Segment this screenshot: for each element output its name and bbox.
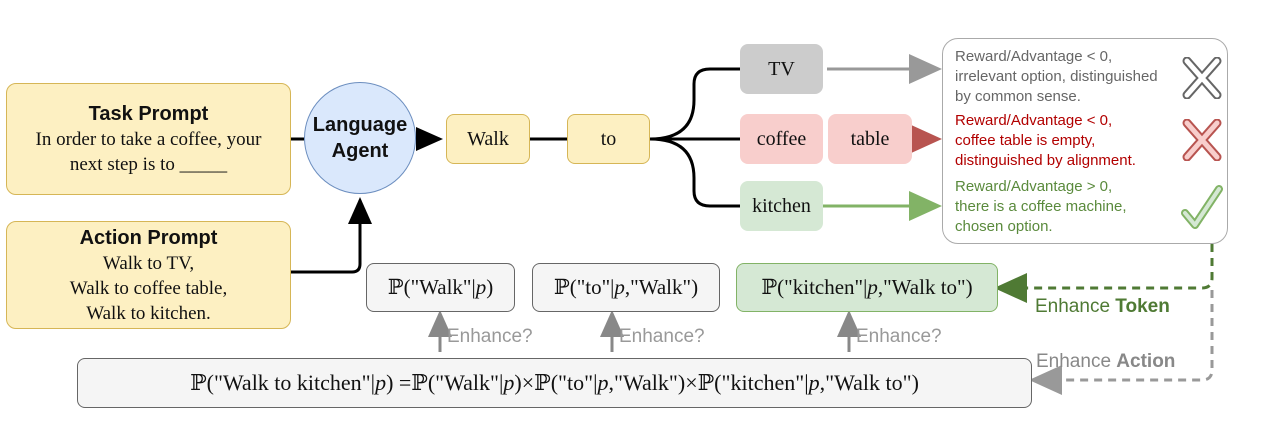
prob-walk-close: ) — [486, 275, 494, 299]
prob-kitchen-box: ℙ("kitchen"| p ,"Walk to") — [736, 263, 998, 312]
enhance-token-bold: Token — [1115, 296, 1170, 317]
eq-times-1: × — [521, 370, 535, 395]
enhance-action-bold: Action — [1116, 351, 1176, 372]
check-icon-green — [1181, 185, 1223, 229]
branch-down — [649, 137, 740, 208]
language-agent-node: Language Agent — [304, 82, 416, 194]
prob-walk-box: ℙ("Walk"| p) — [366, 263, 515, 312]
enhance-q-label-1: Enhance? — [447, 326, 533, 347]
reward-coffee: Reward/Advantage < 0, coffee table is em… — [955, 111, 1136, 171]
prob-kitchen-cond: ,"Walk to" — [877, 275, 966, 299]
prob-to-var: p — [614, 275, 625, 299]
agent-label-line1: Language — [312, 114, 408, 136]
eq-t3-close: ,"Walk to") — [819, 370, 919, 395]
eq-lhs: ℙ("Walk to kitchen"| — [190, 370, 376, 395]
reward-coffee-line3: distinguished by alignment. — [955, 152, 1136, 169]
enhance-action-label: Enhance Action — [1036, 351, 1175, 373]
reward-coffee-line1: Reward/Advantage < 0, — [955, 112, 1113, 129]
reward-tv: Reward/Advantage < 0, irrelevant option,… — [955, 47, 1158, 107]
eq-times-2: × — [685, 370, 698, 395]
reward-kitchen-line1: Reward/Advantage > 0, — [955, 178, 1113, 195]
reward-tv-line3: by common sense. — [955, 88, 1081, 105]
agent-label-line2: Agent — [331, 140, 389, 162]
prob-to-box: ℙ("to"| p ,"Walk") — [532, 263, 720, 312]
prob-to-bb: ℙ — [553, 275, 570, 299]
branch-up — [649, 67, 740, 141]
eq-t2-var: p — [597, 370, 609, 395]
eq-lhs-var: p — [375, 370, 387, 395]
eq-eq: ) = — [386, 370, 412, 395]
token-coffee: coffee — [740, 114, 823, 164]
eq-t1: ℙ("Walk"| — [411, 370, 504, 395]
enhance-action-prefix: Enhance — [1036, 351, 1117, 372]
token-kitchen: kitchen — [740, 181, 823, 231]
prob-walk-open: ( — [403, 275, 411, 299]
action-to-agent-arrow — [291, 197, 372, 274]
reward-kitchen-line3: chosen option. — [955, 218, 1053, 235]
eq-t1-var: p — [503, 370, 515, 395]
cross-icon-red — [1182, 119, 1222, 161]
task-prompt-title: Task Prompt — [88, 103, 209, 125]
prob-to-cond: ,"Walk" — [624, 275, 692, 299]
task-prompt-line1: In order to take a coffee, your — [35, 129, 262, 150]
reward-kitchen: Reward/Advantage > 0, there is a coffee … — [955, 177, 1127, 237]
prob-to-arg: "to"| — [576, 275, 615, 299]
token-tv: TV — [740, 44, 823, 94]
action-prompt-line1: Walk to TV, — [102, 252, 195, 274]
prob-kitchen-close: ) — [965, 275, 973, 299]
cross-icon-grey — [1182, 57, 1222, 99]
eq-t1-close: ) — [514, 370, 522, 395]
enhance-token-prefix: Enhance — [1035, 296, 1116, 317]
prob-kitchen-open: ( — [777, 275, 785, 299]
reward-tv-line2: irrelevant option, distinguished — [955, 68, 1158, 85]
action-prompt-line2: Walk to coffee table, — [69, 277, 228, 299]
task-prompt-box: Task Prompt In order to take a coffee, y… — [6, 83, 291, 195]
token-walk: Walk — [446, 114, 530, 164]
eq-t2-close: ,"Walk") — [608, 370, 686, 395]
eq-t2: ℙ("to"| — [534, 370, 598, 395]
enhance-token-label: Enhance Token — [1035, 296, 1170, 318]
eq-t3: ℙ("kitchen"| — [697, 370, 809, 395]
reward-panel: Reward/Advantage < 0, irrelevant option,… — [942, 38, 1228, 244]
eq-t3-var: p — [808, 370, 820, 395]
reward-kitchen-line2: there is a coffee machine, — [955, 198, 1127, 215]
prob-to-close: ) — [691, 275, 699, 299]
enhance-action-arrow — [1029, 290, 1214, 395]
token-to: to — [567, 114, 650, 164]
reward-coffee-line2: coffee table is empty, — [955, 132, 1096, 149]
action-prompt-box: Action Prompt Walk to TV, Walk to coffee… — [6, 221, 291, 329]
action-prompt-title: Action Prompt — [79, 226, 218, 249]
token-table: table — [828, 114, 912, 164]
prob-to-open: ( — [569, 275, 577, 299]
reward-tv-line1: Reward/Advantage < 0, — [955, 48, 1113, 65]
enhance-q-label-3: Enhance? — [856, 326, 942, 347]
action-prompt-line3: Walk to kitchen. — [86, 302, 211, 324]
enhance-token-arrow — [994, 244, 1214, 303]
equation-box: ℙ("Walk to kitchen"| p) = ℙ("Walk"| p) ×… — [77, 358, 1032, 408]
prob-walk-bb: ℙ — [387, 275, 404, 299]
prob-walk-var: p — [475, 275, 487, 299]
enhance-q-label-2: Enhance? — [619, 326, 705, 347]
prob-kitchen-arg: "kitchen"| — [784, 275, 868, 299]
prob-kitchen-var: p — [867, 275, 878, 299]
task-prompt-line2: next step is to _____ — [69, 154, 228, 175]
prob-kitchen-bb: ℙ — [761, 275, 778, 299]
prob-walk-arg: "Walk"| — [410, 275, 476, 299]
